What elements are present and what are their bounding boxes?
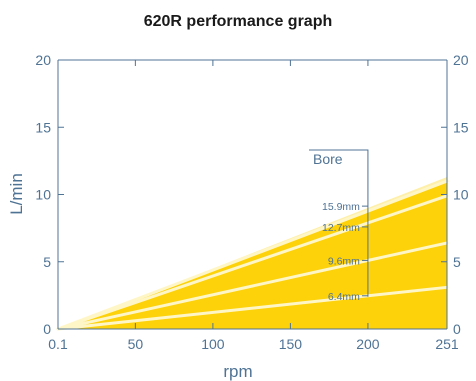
- series-line-12.7mm: [56, 194, 449, 331]
- y-tick-label-right: 20: [453, 52, 469, 68]
- y-tick-label-right: 0: [453, 321, 461, 337]
- legend-label-6.4mm: 6.4mm: [328, 291, 360, 303]
- x-axis-label: rpm: [223, 362, 252, 381]
- series-line-6.4mm: [56, 285, 449, 331]
- y-tick-label-right: 10: [453, 187, 469, 203]
- y-tick-label-left: 0: [43, 321, 51, 337]
- legend-label-12.7mm: 12.7mm: [322, 222, 360, 234]
- y-tick-label-left: 20: [35, 52, 51, 68]
- x-tick-label: 200: [356, 336, 380, 352]
- legend-label-9.6mm: 9.6mm: [328, 255, 360, 267]
- x-tick-label: 100: [201, 336, 225, 352]
- x-tick-label: 50: [128, 336, 144, 352]
- y-tick-label-left: 10: [35, 187, 51, 203]
- axes: 0 0 5 5 10 10 15 15 20 20 0.1 50 100 150 200 251: [35, 52, 468, 352]
- legend-bracket: [309, 149, 369, 297]
- legend-label-15.9mm: 15.9mm: [322, 201, 360, 213]
- y-tick-label-right: 15: [453, 119, 469, 135]
- series-lines: [56, 179, 449, 331]
- y-tick-label-left: 15: [35, 119, 51, 135]
- y-axis-label: L/min: [7, 173, 26, 215]
- y-tick-label-left: 5: [43, 254, 51, 270]
- x-tick-label: 0.1: [48, 336, 68, 352]
- x-tick-label: 251: [435, 336, 459, 352]
- bore-legend: Bore 15.9mm 12.7mm 9.6mm 6.4mm: [309, 149, 369, 303]
- x-tick-label: 150: [279, 336, 303, 352]
- chart-title: 620R performance graph: [144, 13, 333, 30]
- y-tick-label-right: 5: [453, 254, 461, 270]
- series-line-15.9mm: [56, 179, 449, 331]
- series-line-9.6mm: [56, 241, 449, 331]
- legend-title: Bore: [313, 151, 343, 167]
